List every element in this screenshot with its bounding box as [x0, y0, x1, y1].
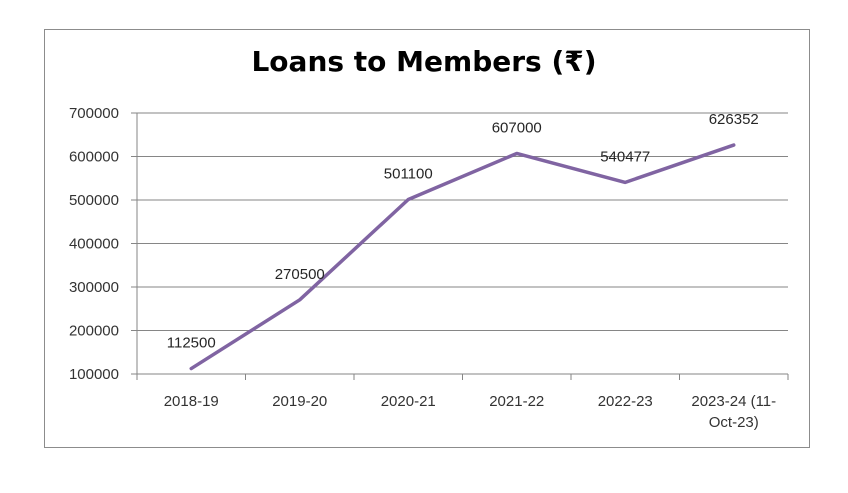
x-tick-label-5: 2023-24 (11-Oct-23) — [691, 393, 776, 431]
y-tick-label-700000: 700000 — [69, 105, 119, 122]
data-label-4: 540477 — [600, 148, 650, 165]
y-tick-label-500000: 500000 — [69, 192, 119, 209]
data-label-5: 626352 — [709, 111, 759, 128]
y-tick-label-300000: 300000 — [69, 279, 119, 296]
x-tick-label-4: 2022-23 — [598, 393, 653, 410]
data-label-0: 112500 — [167, 335, 216, 352]
y-tick-label-100000: 100000 — [69, 366, 119, 383]
x-tick-label-2: 2020-21 — [381, 393, 436, 410]
x-tick-label-3: 2021-22 — [489, 393, 544, 410]
axes — [131, 112, 789, 380]
x-tick-label-1: 2019-20 — [272, 393, 327, 410]
x-tick-label-0: 2018-19 — [164, 393, 219, 410]
data-label-2: 501100 — [384, 166, 433, 183]
y-tick-label-400000: 400000 — [69, 236, 119, 253]
data-label-1: 270500 — [275, 266, 325, 283]
y-tick-label-600000: 600000 — [69, 149, 119, 166]
data-label-3: 607000 — [492, 119, 542, 136]
chart-title: Loans to Members (₹) — [251, 45, 597, 78]
series — [189, 143, 736, 371]
gridlines — [137, 112, 788, 331]
y-axis-tick-labels: 100000 200000 300000 400000 500000 600000 7000… — [69, 105, 119, 383]
x-axis-tick-labels: 2018-19 2019-20 2020-21 2021-22 2022-23 2023-… — [164, 393, 776, 431]
chart-frame — [44, 29, 810, 448]
y-tick-label-200000: 200000 — [69, 323, 119, 340]
series-line-0 — [189, 143, 736, 371]
data-labels: 112500 270500 501100 607000 540477 626352 — [167, 111, 759, 352]
